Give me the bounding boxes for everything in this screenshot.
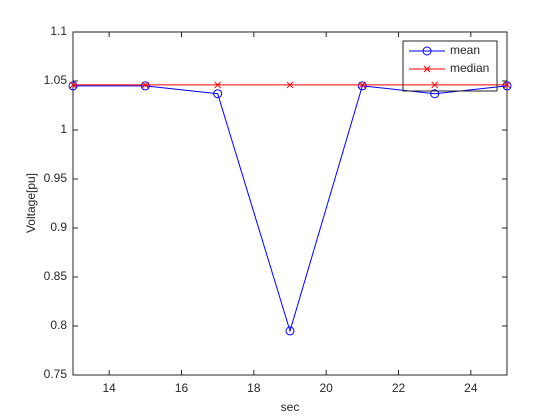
marker — [286, 81, 294, 89]
marker — [357, 81, 367, 91]
legend-label: mean — [450, 43, 480, 57]
x-axis-label: sec — [281, 400, 300, 414]
y-tick-label: 1.1 — [50, 24, 67, 38]
y-tick-label: 0.95 — [44, 171, 68, 185]
legend-marker — [422, 46, 432, 56]
x-tick-label: 18 — [247, 381, 261, 395]
y-tick-label: 0.8 — [50, 318, 67, 332]
x-tick-label: 16 — [175, 381, 189, 395]
marker — [69, 81, 77, 89]
x-tick-label: 20 — [319, 381, 333, 395]
marker — [68, 81, 78, 91]
marker — [140, 81, 150, 91]
legend-label: median — [450, 61, 489, 75]
x-tick-label: 14 — [102, 381, 116, 395]
y-tick-label: 0.75 — [44, 367, 68, 381]
y-tick-label: 0.85 — [44, 269, 68, 283]
legend-box — [402, 40, 498, 92]
y-tick-label: 0.9 — [50, 220, 67, 234]
x-tick-label: 22 — [392, 381, 406, 395]
y-axis-label: Voltage[pu] — [24, 173, 38, 233]
marker — [285, 326, 295, 336]
marker — [213, 89, 223, 99]
plot-area — [72, 31, 508, 376]
x-tick-label: 24 — [464, 381, 478, 395]
marker — [502, 81, 512, 91]
marker — [141, 81, 149, 89]
marker — [358, 81, 366, 89]
y-tick-label: 1 — [60, 122, 67, 136]
marker — [214, 81, 222, 89]
y-tick-label: 1.05 — [44, 73, 68, 87]
marker — [430, 89, 440, 99]
marker — [431, 81, 439, 89]
series-line — [73, 85, 508, 333]
marker — [503, 81, 511, 89]
legend-marker — [423, 65, 431, 73]
